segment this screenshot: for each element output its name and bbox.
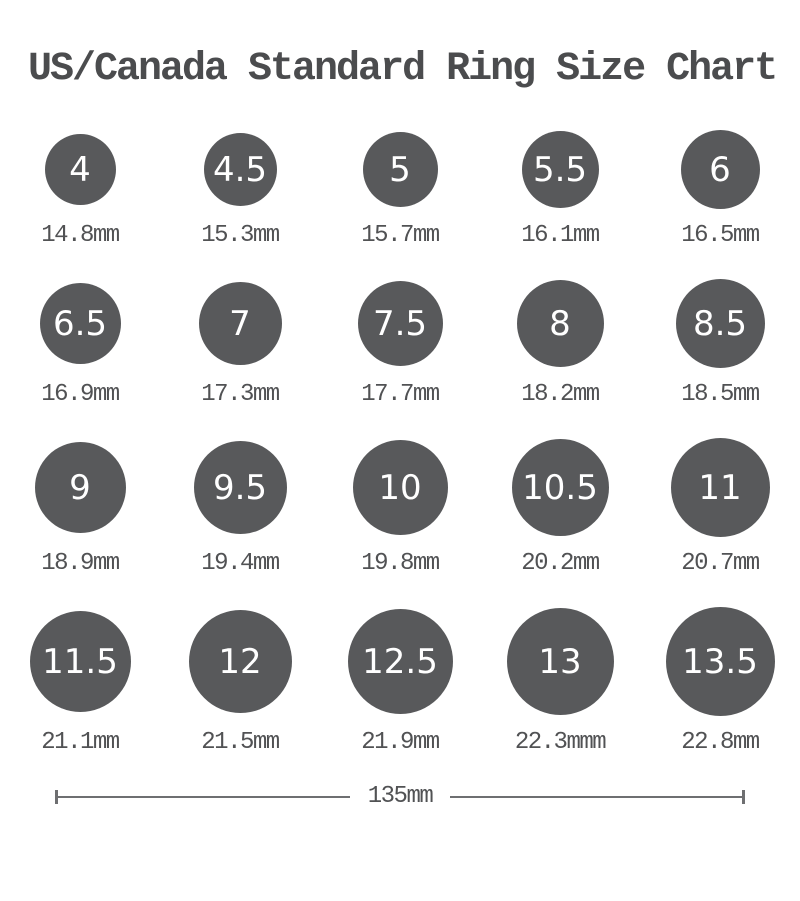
ring-size-number: 10 bbox=[378, 467, 422, 508]
diameter-label: 21.9mm bbox=[361, 729, 440, 756]
diameter-label: 16.9mm bbox=[41, 381, 120, 408]
diameter-label: 21.5mm bbox=[201, 729, 280, 756]
ring-circle: 8 bbox=[516, 280, 604, 367]
diameter-label: 14.8mm bbox=[41, 222, 120, 249]
size-cell: 4.5 15.3mm bbox=[160, 130, 320, 251]
size-cell: 8.5 18.5mm bbox=[640, 279, 800, 410]
diameter-label: 19.8mm bbox=[361, 550, 440, 577]
ring-circle: 5.5 bbox=[521, 131, 599, 208]
ring-size-number: 10.5 bbox=[522, 467, 598, 508]
size-cell: 13.5 22.8mm bbox=[640, 607, 800, 758]
ring-circle: 6 bbox=[680, 130, 760, 209]
size-cell: 12 21.5mm bbox=[160, 607, 320, 758]
ring-circle: 13 bbox=[506, 608, 614, 715]
diameter-label: 20.7mm bbox=[681, 550, 760, 577]
ring-size-chart: US/Canada Standard Ring Size Chart 4 14.8… bbox=[0, 44, 800, 901]
ring-circle: 7 bbox=[198, 282, 282, 365]
ring-circle: 12.5 bbox=[347, 609, 453, 714]
size-cell: 5 15.7mm bbox=[320, 130, 480, 251]
ring-size-number: 11.5 bbox=[42, 641, 118, 682]
size-cell: 9 18.9mm bbox=[0, 438, 160, 579]
ring-circle: 11.5 bbox=[29, 611, 131, 712]
diameter-label: 22.3mmm bbox=[514, 729, 607, 756]
ring-size-number: 12 bbox=[218, 641, 262, 682]
size-cell: 6 16.5mm bbox=[640, 130, 800, 251]
diameter-label: 18.2mm bbox=[521, 381, 600, 408]
size-cell: 11 20.7mm bbox=[640, 438, 800, 579]
size-row: 9 18.9mm 9.5 19.4mm 10 19.8mm 10.5 20.2mm 11 20.7… bbox=[0, 438, 800, 579]
ring-circle: 4 bbox=[44, 134, 116, 205]
size-grid: 4 14.8mm 4.5 15.3mm 5 15.7mm 5.5 16.1mm 6 16.5mm 6… bbox=[0, 130, 800, 758]
diameter-label: 18.5mm bbox=[681, 381, 760, 408]
ring-circle: 9 bbox=[34, 442, 126, 533]
ring-size-number: 7 bbox=[229, 303, 251, 344]
ring-size-number: 7.5 bbox=[372, 303, 428, 344]
ring-size-number: 13.5 bbox=[682, 641, 758, 682]
ring-size-number: 12.5 bbox=[362, 641, 438, 682]
ring-circle: 8.5 bbox=[675, 279, 765, 368]
ring-size-number: 11 bbox=[698, 467, 742, 508]
ring-size-number: 4.5 bbox=[212, 149, 268, 190]
diameter-label: 17.3mm bbox=[201, 381, 280, 408]
ring-circle: 10.5 bbox=[511, 439, 609, 536]
diameter-label: 21.1mm bbox=[41, 729, 120, 756]
size-cell: 12.5 21.9mm bbox=[320, 607, 480, 758]
diameter-label: 19.4mm bbox=[201, 550, 280, 577]
ruler-line-left bbox=[58, 796, 350, 798]
diameter-label: 18.9mm bbox=[41, 550, 120, 577]
size-row: 6.5 16.9mm 7 17.3mm 7.5 17.7mm 8 18.2mm 8.5 18.5m… bbox=[0, 279, 800, 410]
ring-size-number: 8 bbox=[549, 303, 571, 344]
diameter-label: 16.5mm bbox=[681, 222, 760, 249]
size-cell: 7 17.3mm bbox=[160, 279, 320, 410]
ring-circle: 12 bbox=[188, 610, 292, 713]
size-row: 11.5 21.1mm 12 21.5mm 12.5 21.9mm 13 22.3mmm 13.… bbox=[0, 607, 800, 758]
diameter-label: 22.8mm bbox=[681, 729, 760, 756]
scale-ruler: 135mm bbox=[55, 783, 746, 810]
ruler-right-tick bbox=[742, 790, 746, 804]
ruler-line-right bbox=[450, 796, 743, 798]
ring-circle: 13.5 bbox=[665, 607, 775, 716]
size-cell: 10 19.8mm bbox=[320, 438, 480, 579]
diameter-label: 15.3mm bbox=[201, 222, 280, 249]
ring-size-number: 6 bbox=[709, 149, 731, 190]
ring-size-number: 6.5 bbox=[52, 303, 108, 344]
diameter-label: 15.7mm bbox=[361, 222, 440, 249]
size-cell: 6.5 16.9mm bbox=[0, 279, 160, 410]
ring-size-number: 9 bbox=[69, 467, 91, 508]
size-cell: 8 18.2mm bbox=[480, 279, 640, 410]
ring-size-number: 9.5 bbox=[212, 467, 268, 508]
ruler-left-tick bbox=[55, 790, 58, 804]
ring-circle: 6.5 bbox=[39, 283, 121, 364]
ring-circle: 11 bbox=[670, 438, 770, 537]
size-cell: 11.5 21.1mm bbox=[0, 607, 160, 758]
ring-size-number: 13 bbox=[538, 641, 582, 682]
ring-size-number: 5 bbox=[389, 149, 411, 190]
ring-size-number: 4 bbox=[69, 149, 91, 190]
ring-circle: 5 bbox=[362, 132, 438, 207]
size-cell: 10.5 20.2mm bbox=[480, 438, 640, 579]
ring-circle: 10 bbox=[352, 440, 448, 535]
size-cell: 4 14.8mm bbox=[0, 130, 160, 251]
size-cell: 7.5 17.7mm bbox=[320, 279, 480, 410]
diameter-label: 20.2mm bbox=[521, 550, 600, 577]
size-row: 4 14.8mm 4.5 15.3mm 5 15.7mm 5.5 16.1mm 6 16.5mm bbox=[0, 130, 800, 251]
ruler-label: 135mm bbox=[367, 783, 434, 810]
ring-circle: 9.5 bbox=[193, 441, 287, 534]
size-cell: 9.5 19.4mm bbox=[160, 438, 320, 579]
diameter-label: 16.1mm bbox=[521, 222, 600, 249]
size-cell: 5.5 16.1mm bbox=[480, 130, 640, 251]
ring-circle: 4.5 bbox=[203, 133, 277, 206]
ring-circle: 7.5 bbox=[357, 281, 443, 366]
diameter-label: 17.7mm bbox=[361, 381, 440, 408]
ring-size-number: 5.5 bbox=[532, 149, 588, 190]
size-cell: 13 22.3mmm bbox=[480, 607, 640, 758]
page-title: US/Canada Standard Ring Size Chart bbox=[28, 47, 778, 92]
ring-size-number: 8.5 bbox=[692, 303, 748, 344]
